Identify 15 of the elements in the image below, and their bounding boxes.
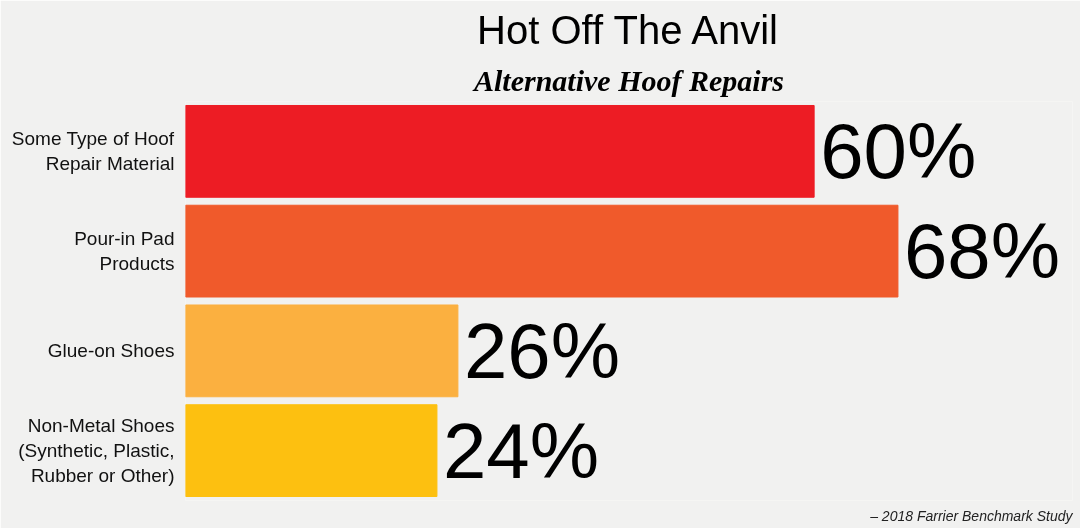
data-label: 24%	[442, 406, 600, 495]
data-label: 26%	[463, 306, 621, 395]
y-tick-label: Pour-in Pad Products	[74, 228, 175, 275]
chart-subtitle: Alternative Hoof Repairs	[472, 63, 784, 97]
bar	[185, 204, 899, 298]
bar	[185, 104, 815, 198]
chart-title: Hot Off The Anvil	[477, 7, 778, 52]
text: – 2018 Farrier Benchmark Study	[869, 507, 1074, 524]
y-tick-label: Non-Metal Shoes (Synthetic, Plastic, Rubber or Other)	[18, 414, 175, 487]
bar	[185, 304, 459, 398]
bar	[185, 404, 438, 498]
y-tick-label: Some Type of Hoof Repair Material	[11, 128, 175, 175]
data-label: 68%	[903, 207, 1061, 296]
y-tick-label: Glue-on Shoes	[47, 340, 175, 362]
data-label: 60%	[820, 107, 977, 196]
